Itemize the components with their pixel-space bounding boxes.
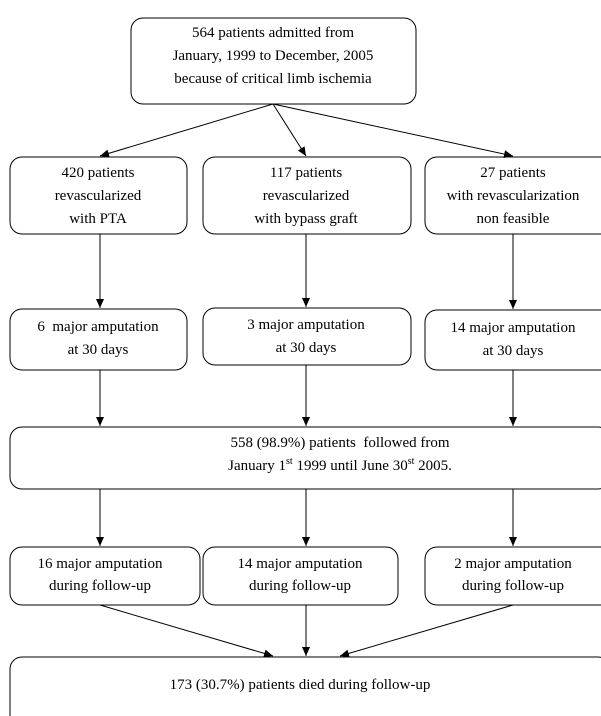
node-box: [9, 546, 201, 606]
node-text: 2 major amputation: [454, 556, 572, 572]
node-text: at 30 days: [68, 342, 129, 358]
node-text: revascularized: [55, 188, 142, 204]
node: 14 major amputation during follow-up: [202, 546, 399, 606]
text-segment: revascularized: [263, 188, 350, 204]
text-segment: 420 patients: [62, 165, 135, 181]
node-text: during follow-up: [462, 578, 564, 594]
node: 558 (98.9%) patients followed from Januar…: [9, 426, 601, 490]
arrow: [99, 604, 274, 658]
text-segment: at 30 days: [68, 342, 129, 358]
node-text: 14 major amputation: [238, 556, 363, 572]
node-text: with bypass graft: [254, 211, 358, 227]
node-box: [9, 426, 601, 490]
node-text: at 30 days: [483, 343, 544, 359]
text-segment: 2 major amputation: [454, 556, 572, 572]
node-box: [424, 309, 601, 371]
node: 173 (30.7%) patients died during follow-…: [9, 656, 601, 716]
node-text: 6 major amputation: [37, 319, 159, 335]
text-segment: 558 (98.9%) patients followed from: [230, 435, 449, 451]
node: 3 major amputation at 30 days: [202, 307, 412, 366]
node: 27 patients with revascularization non fea…: [424, 156, 601, 235]
text-segment: with bypass graft: [254, 211, 358, 227]
arrow: [99, 103, 274, 158]
node-text: with PTA: [69, 211, 127, 227]
node: 420 patients revascularized with PTA: [9, 156, 188, 235]
node-text: with revascularization: [447, 188, 580, 204]
node-box: [9, 656, 601, 716]
text-segment: 6 major amputation: [37, 319, 159, 335]
node: 117 patients revascularized with bypass gr…: [202, 156, 412, 235]
node-box: [202, 156, 412, 235]
text-segment: because of critical limb ischemia: [174, 71, 372, 87]
node-box: [202, 546, 399, 606]
node-text: during follow-up: [49, 578, 151, 594]
node-text: 27 patients: [480, 165, 546, 181]
superscript: st: [286, 456, 293, 467]
node-text: 3 major amputation: [247, 317, 365, 333]
node-text: January, 1999 to December, 2005: [173, 48, 374, 64]
text-segment: at 30 days: [276, 340, 337, 356]
text-segment: 1999 until June 30: [293, 458, 408, 474]
node-text: 14 major amputation: [451, 320, 576, 336]
node-text: 117 patients: [270, 165, 343, 181]
text-segment: 14 major amputation: [451, 320, 576, 336]
text-segment: during follow-up: [249, 578, 351, 594]
superscript: st: [408, 456, 415, 467]
node-text: because of critical limb ischemia: [174, 71, 372, 87]
text-segment: 117 patients: [270, 165, 343, 181]
text-segment: 173 (30.7%) patients died during follow-…: [170, 677, 431, 693]
text-segment: January, 1999 to December, 2005: [173, 48, 374, 64]
node-text: January 1st 1999 until June 30st 2005.: [228, 456, 452, 475]
arrows: [96, 103, 517, 658]
node-box: [9, 308, 188, 371]
text-segment: 16 major amputation: [38, 556, 163, 572]
node: 564 patients admitted from January, 1999 …: [130, 17, 417, 105]
text-segment: during follow-up: [49, 578, 151, 594]
text-segment: at 30 days: [483, 343, 544, 359]
text-segment: January 1: [228, 458, 286, 474]
node: 2 major amputation during follow-up: [424, 546, 601, 606]
node: 14 major amputation at 30 days: [424, 309, 601, 371]
text-segment: during follow-up: [462, 578, 564, 594]
node-box: [9, 156, 188, 235]
node: 6 major amputation at 30 days: [9, 308, 188, 371]
node-text: 558 (98.9%) patients followed from: [230, 435, 449, 451]
node-text: revascularized: [263, 188, 350, 204]
node-box: [424, 156, 601, 235]
text-segment: 2005.: [414, 458, 452, 474]
text-segment: 14 major amputation: [238, 556, 363, 572]
text-segment: 564 patients admitted from: [192, 25, 354, 41]
node-text: 564 patients admitted from: [192, 25, 354, 41]
text-segment: with PTA: [69, 211, 127, 227]
node-box: [424, 546, 601, 606]
node-text: 420 patients: [62, 165, 135, 181]
node-text: at 30 days: [276, 340, 337, 356]
arrow: [339, 604, 514, 658]
node-text: during follow-up: [249, 578, 351, 594]
arrow: [272, 103, 307, 157]
node: 16 major amputation during follow-up: [9, 546, 201, 606]
node-text: non feasible: [477, 211, 550, 227]
text-segment: with revascularization: [447, 188, 580, 204]
arrow: [272, 103, 514, 159]
node-text: 173 (30.7%) patients died during follow-…: [170, 677, 431, 693]
text-segment: non feasible: [477, 211, 550, 227]
text-segment: 3 major amputation: [247, 317, 365, 333]
text-segment: 27 patients: [480, 165, 546, 181]
text-segment: revascularized: [55, 188, 142, 204]
node-box: [202, 307, 412, 366]
node-text: 16 major amputation: [38, 556, 163, 572]
